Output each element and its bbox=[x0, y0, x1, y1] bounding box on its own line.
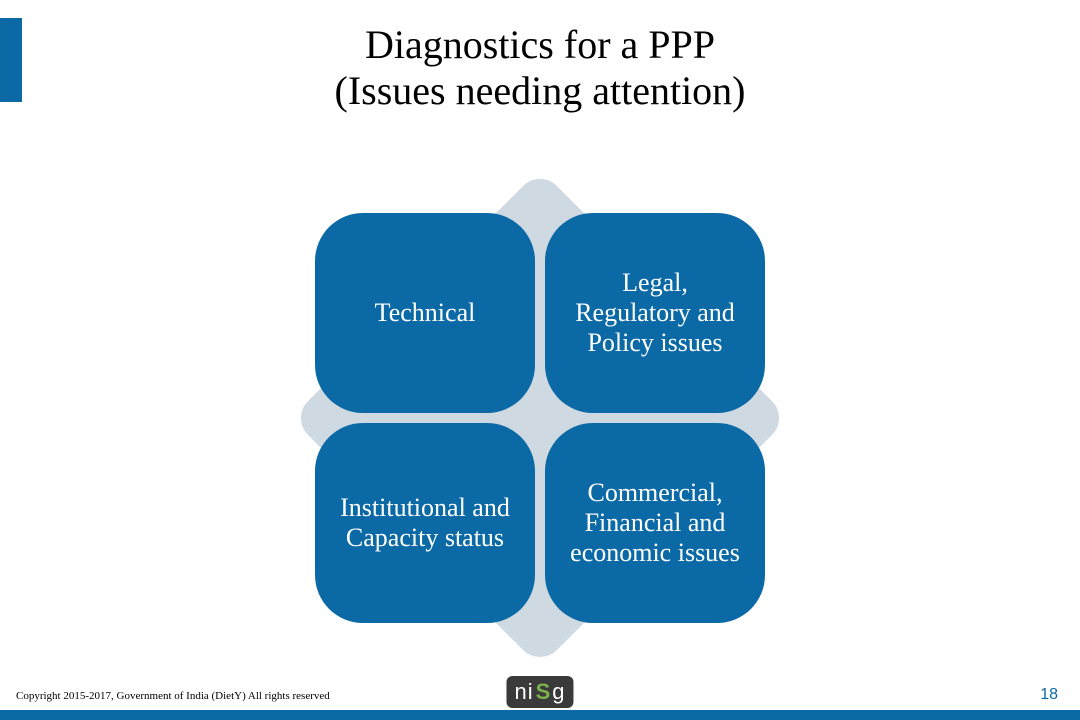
quadrant-commercial: Commercial, Financial and economic issue… bbox=[545, 423, 765, 623]
nisg-logo: ni S g bbox=[506, 676, 573, 708]
logo-part-ni: ni bbox=[514, 679, 533, 705]
page-number: 18 bbox=[1040, 686, 1058, 704]
logo-part-g: g bbox=[552, 679, 565, 705]
quadrant-institutional: Institutional and Capacity status bbox=[315, 423, 535, 623]
quadrant-legal: Legal, Regulatory and Policy issues bbox=[545, 213, 765, 413]
quadrant-label: Legal, Regulatory and Policy issues bbox=[563, 268, 747, 358]
quadrant-grid: Technical Legal, Regulatory and Policy i… bbox=[315, 213, 765, 623]
quadrant-label: Technical bbox=[375, 298, 476, 328]
title-line-2: (Issues needing attention) bbox=[0, 68, 1080, 114]
slide: Diagnostics for a PPP (Issues needing at… bbox=[0, 0, 1080, 720]
logo-part-s: S bbox=[536, 679, 551, 705]
copyright-text: Copyright 2015-2017, Government of India… bbox=[16, 690, 330, 702]
quadrant-label: Institutional and Capacity status bbox=[333, 493, 517, 553]
quadrant-technical: Technical bbox=[315, 213, 535, 413]
footer-bar bbox=[0, 710, 1080, 720]
diagram-stage: Technical Legal, Regulatory and Policy i… bbox=[220, 158, 860, 678]
slide-title: Diagnostics for a PPP (Issues needing at… bbox=[0, 22, 1080, 114]
title-line-1: Diagnostics for a PPP bbox=[0, 22, 1080, 68]
quadrant-label: Commercial, Financial and economic issue… bbox=[563, 478, 747, 568]
